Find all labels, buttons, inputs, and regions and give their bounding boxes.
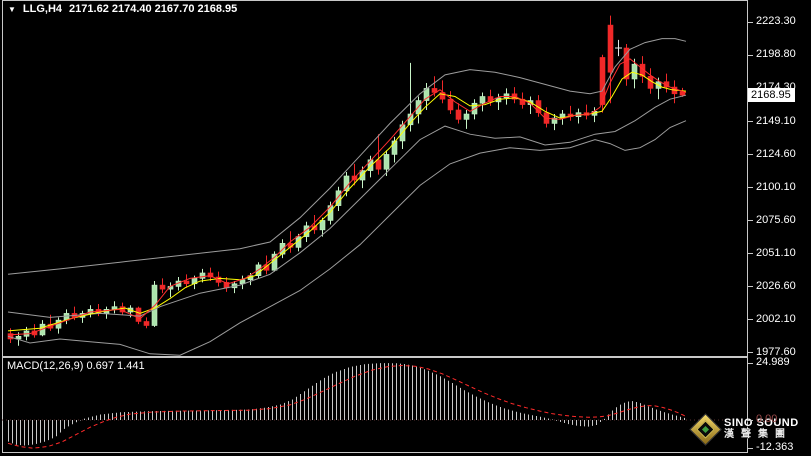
bollinger-lower-band: [7, 120, 687, 356]
price-tick-label-dash: [747, 220, 753, 221]
bear-candle: [135, 307, 142, 322]
bear-candle: [623, 47, 630, 80]
bull-candle: [503, 93, 510, 99]
bear-candle: [143, 321, 150, 326]
price-tick-label-dash: [747, 22, 753, 23]
price-tick-label-dash: [747, 121, 753, 122]
bear-candle: [207, 272, 214, 278]
ohlc-values: 2171.62 2174.40 2167.70 2168.95: [69, 3, 238, 15]
bear-candle: [375, 159, 382, 170]
macd-tick-label: 0.00: [756, 413, 778, 425]
bull-candle: [551, 117, 558, 124]
bull-candle: [463, 113, 470, 120]
bull-candle: [383, 154, 390, 170]
bull-candle: [335, 190, 342, 206]
price-axis[interactable]: 2223.30 2198.80 2174.30 2149.10 2124.60 2100.…: [747, 0, 811, 456]
price-tick-label-dash: [747, 55, 753, 56]
logo-text-en: SINO SOUND: [724, 417, 799, 429]
bear-candle: [159, 284, 166, 290]
price-tick-label: 2124.60: [756, 147, 796, 160]
bollinger-upper-band: [7, 38, 687, 275]
macd-signal-line: [7, 364, 687, 449]
bull-candle: [631, 63, 638, 80]
bear-candle: [519, 98, 526, 105]
bull-candle: [479, 96, 486, 104]
logo-text-cn: 漢聲集團: [724, 429, 792, 440]
bear-candle: [183, 280, 190, 285]
macd-indicator-pane[interactable]: [0, 358, 747, 453]
price-tick-label-dash: [747, 253, 753, 254]
price-chart-pane[interactable]: [0, 0, 747, 356]
window-border-bottom: [2, 452, 748, 453]
price-tick-label: 2198.80: [756, 48, 796, 60]
red-ma-line: [7, 58, 687, 336]
price-tick-label: 2075.60: [756, 213, 796, 226]
price-tick-label: 1977.60: [756, 345, 796, 358]
bull-candle: [367, 159, 374, 171]
macd-tick-label: -12.363: [756, 441, 794, 454]
macd-tick-label-dash: [747, 420, 753, 421]
price-axis-line: [747, 0, 748, 453]
price-tick-label-dash: [747, 319, 753, 320]
current-price-box: 2168.95: [748, 88, 795, 103]
pane-separator[interactable]: [2, 356, 748, 358]
sino-sound-diamond-icon: [689, 412, 722, 446]
bull-candle: [319, 220, 326, 231]
macd-tick-label: 24.989: [756, 356, 790, 368]
bear-candle: [447, 98, 454, 111]
bull-candle: [199, 272, 206, 279]
price-tick-label-dash: [747, 154, 753, 155]
bear-candle: [263, 264, 270, 271]
symbol-header[interactable]: ▼ LLG,H4 2171.62 2174.40 2167.70 2168.95: [8, 3, 237, 15]
macd-tick-label-dash: [747, 448, 753, 449]
price-tick-label-dash: [747, 286, 753, 287]
symbol-dropdown-icon[interactable]: ▼: [8, 4, 16, 14]
bull-candle: [391, 140, 398, 155]
price-tick-label: 2026.60: [756, 279, 796, 292]
bear-candle: [607, 24, 614, 73]
macd-indicator-label: MACD(12,26,9) 0.697 1.441: [7, 360, 145, 372]
price-tick-label: 2100.10: [756, 180, 796, 193]
bull-candle: [271, 253, 278, 271]
symbol-timeframe-label: LLG,H4: [22, 3, 63, 15]
bear-candle: [455, 109, 462, 120]
yellow-ma-line: [7, 71, 687, 332]
price-tick-label-dash: [747, 187, 753, 188]
bear-candle: [431, 88, 438, 93]
bear-candle: [7, 333, 14, 340]
window-border-left: [2, 0, 3, 453]
broker-logo: SINO SOUND 漢聲集團: [689, 412, 799, 446]
bear-candle: [311, 225, 318, 231]
price-tick-label-dash: [747, 352, 753, 353]
bear-candle: [535, 100, 542, 113]
bear-candle: [599, 57, 606, 105]
window-border-top: [2, 0, 747, 1]
bollinger-middle-band: [7, 94, 687, 318]
macd-tick-label-dash: [747, 363, 753, 364]
price-tick-label: 2149.10: [756, 114, 796, 127]
price-tick-label: 2051.10: [756, 246, 796, 259]
price-tick-label: 2223.30: [756, 15, 796, 27]
price-tick-label: 2002.10: [756, 312, 796, 325]
bear-candle: [639, 63, 646, 77]
